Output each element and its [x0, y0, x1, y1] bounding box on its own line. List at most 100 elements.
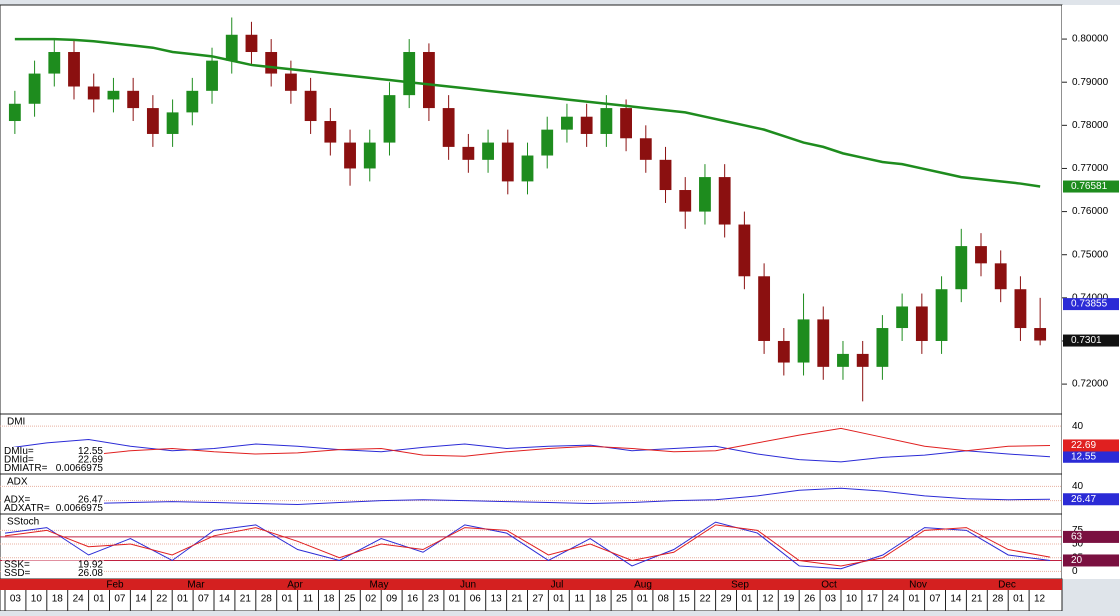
candle-body [955, 246, 968, 290]
month-label: Dec [998, 580, 1016, 591]
readout-bg [2, 447, 104, 456]
candle-body [876, 328, 889, 367]
day-label: 21 [511, 594, 523, 605]
month-label: May [370, 580, 389, 591]
candle-body [127, 90, 140, 109]
candle-body [501, 142, 514, 182]
month-label: Mar [187, 580, 205, 591]
candle-body [186, 90, 199, 113]
candle-body [363, 142, 376, 169]
readout-label: DMIATR= [4, 463, 48, 474]
candle-body [915, 306, 928, 341]
candle-body [225, 34, 238, 61]
day-label: 01 [282, 594, 294, 605]
day-label: 18 [595, 594, 607, 605]
candle-body [482, 142, 494, 160]
candle-body [324, 121, 337, 143]
day-label: 26 [804, 594, 816, 605]
candle-body [442, 108, 455, 147]
day-label: 07 [198, 594, 210, 605]
candle-body [718, 177, 731, 225]
candle-body [777, 340, 790, 363]
candle-body [935, 289, 948, 341]
candle-body [1014, 289, 1027, 329]
value-box [1063, 530, 1119, 543]
candle-body [304, 90, 317, 122]
readout-label: ADX= [4, 495, 31, 506]
candle-body [639, 138, 652, 160]
day-label: 24 [73, 594, 85, 605]
day-label: 01 [93, 594, 105, 605]
value-box-label: 63 [1071, 532, 1083, 543]
candle-body [265, 52, 278, 74]
value-box [1063, 180, 1119, 193]
readout-value: 26.08 [78, 568, 103, 579]
candle-body [817, 319, 830, 367]
readout-value: 0.0066975 [56, 463, 104, 474]
day-label: 24 [888, 594, 900, 605]
candle-body [837, 353, 849, 367]
readout-bg [2, 464, 104, 473]
day-label: 28 [261, 594, 273, 605]
day-label: 07 [929, 594, 941, 605]
month-label: Feb [106, 580, 124, 591]
day-label: 15 [679, 594, 691, 605]
y-tick-label: 40 [1072, 421, 1084, 432]
value-box [1063, 450, 1119, 463]
candle-body [699, 177, 711, 212]
value-box-label: 0.7301 [1071, 335, 1102, 346]
y-tick-label: 0.78000 [1072, 120, 1109, 131]
day-label: 14 [219, 594, 231, 605]
value-box [1063, 554, 1119, 567]
day-label: 10 [31, 594, 43, 605]
day-label: 18 [323, 594, 335, 605]
day-label: 17 [867, 594, 879, 605]
y-tick-label: 0.77000 [1072, 163, 1109, 174]
indicator-line [4, 439, 1051, 463]
indicator-line [4, 487, 1051, 505]
value-box-label: 12.55 [1071, 451, 1096, 462]
month-label: Sep [731, 580, 749, 591]
candle-body [600, 108, 613, 134]
day-label: 06 [470, 594, 482, 605]
value-box [1063, 298, 1119, 311]
month-label: Jul [551, 580, 564, 591]
day-label: 27 [532, 594, 544, 605]
day-label: 02 [365, 594, 377, 605]
day-label: 18 [52, 594, 64, 605]
candle-body [344, 142, 356, 169]
y-tick-label: 0.79000 [1072, 77, 1109, 88]
candle-body [48, 52, 61, 74]
value-box-label: 20 [1071, 555, 1083, 566]
day-label: 10 [846, 594, 858, 605]
candle-body [284, 73, 297, 91]
candle-body [206, 60, 218, 91]
day-label: 01 [449, 594, 461, 605]
value-box [1063, 493, 1119, 506]
candle-body [541, 129, 554, 156]
day-label: 23 [428, 594, 440, 605]
day-label: 11 [575, 594, 586, 605]
candle-body [679, 190, 692, 212]
day-label: 08 [658, 594, 670, 605]
day-label: 16 [407, 594, 419, 605]
day-label: 11 [303, 594, 314, 605]
day-label: 25 [616, 594, 628, 605]
value-box [1063, 439, 1119, 452]
day-label: 03 [825, 594, 837, 605]
candle-body [758, 276, 771, 341]
candle-body [620, 108, 632, 139]
day-label: 01 [1013, 594, 1025, 605]
candle-body [28, 73, 41, 104]
day-label: 28 [992, 594, 1004, 605]
month-label: Apr [287, 580, 303, 591]
candle-body [245, 34, 258, 53]
candle-body [659, 159, 672, 191]
readout-bg [2, 569, 104, 578]
day-label: 22 [156, 594, 168, 605]
y-tick-label: 40 [1072, 481, 1084, 492]
value-box-label: 0.76581 [1071, 181, 1108, 192]
readout-value: 19.92 [78, 560, 103, 571]
